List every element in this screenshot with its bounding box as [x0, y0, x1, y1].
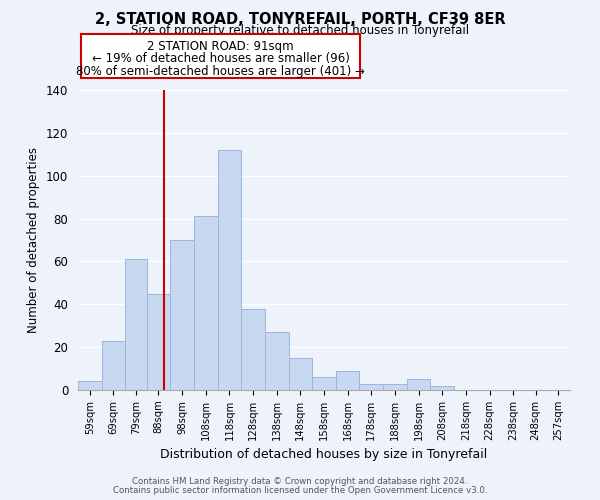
Bar [383, 384, 407, 390]
Bar [218, 150, 241, 390]
Bar [241, 308, 265, 390]
Bar [359, 384, 383, 390]
X-axis label: Distribution of detached houses by size in Tonyrefail: Distribution of detached houses by size … [160, 448, 488, 462]
Text: 2, STATION ROAD, TONYREFAIL, PORTH, CF39 8ER: 2, STATION ROAD, TONYREFAIL, PORTH, CF39… [95, 12, 505, 28]
Text: 80% of semi-detached houses are larger (401) →: 80% of semi-detached houses are larger (… [76, 64, 365, 78]
Bar [407, 380, 430, 390]
Bar [170, 240, 194, 390]
Text: Size of property relative to detached houses in Tonyrefail: Size of property relative to detached ho… [131, 24, 469, 37]
Bar [194, 216, 218, 390]
Bar [430, 386, 454, 390]
Bar [125, 260, 146, 390]
Y-axis label: Number of detached properties: Number of detached properties [28, 147, 40, 333]
Text: Contains HM Land Registry data © Crown copyright and database right 2024.: Contains HM Land Registry data © Crown c… [132, 477, 468, 486]
Text: Contains public sector information licensed under the Open Government Licence v3: Contains public sector information licen… [113, 486, 487, 495]
Text: 2 STATION ROAD: 91sqm: 2 STATION ROAD: 91sqm [147, 40, 294, 52]
Bar [78, 382, 101, 390]
Bar [101, 340, 125, 390]
Bar [312, 377, 336, 390]
Bar [336, 370, 359, 390]
Bar [146, 294, 170, 390]
Text: ← 19% of detached houses are smaller (96): ← 19% of detached houses are smaller (96… [92, 52, 349, 65]
Bar [289, 358, 312, 390]
Bar [265, 332, 289, 390]
